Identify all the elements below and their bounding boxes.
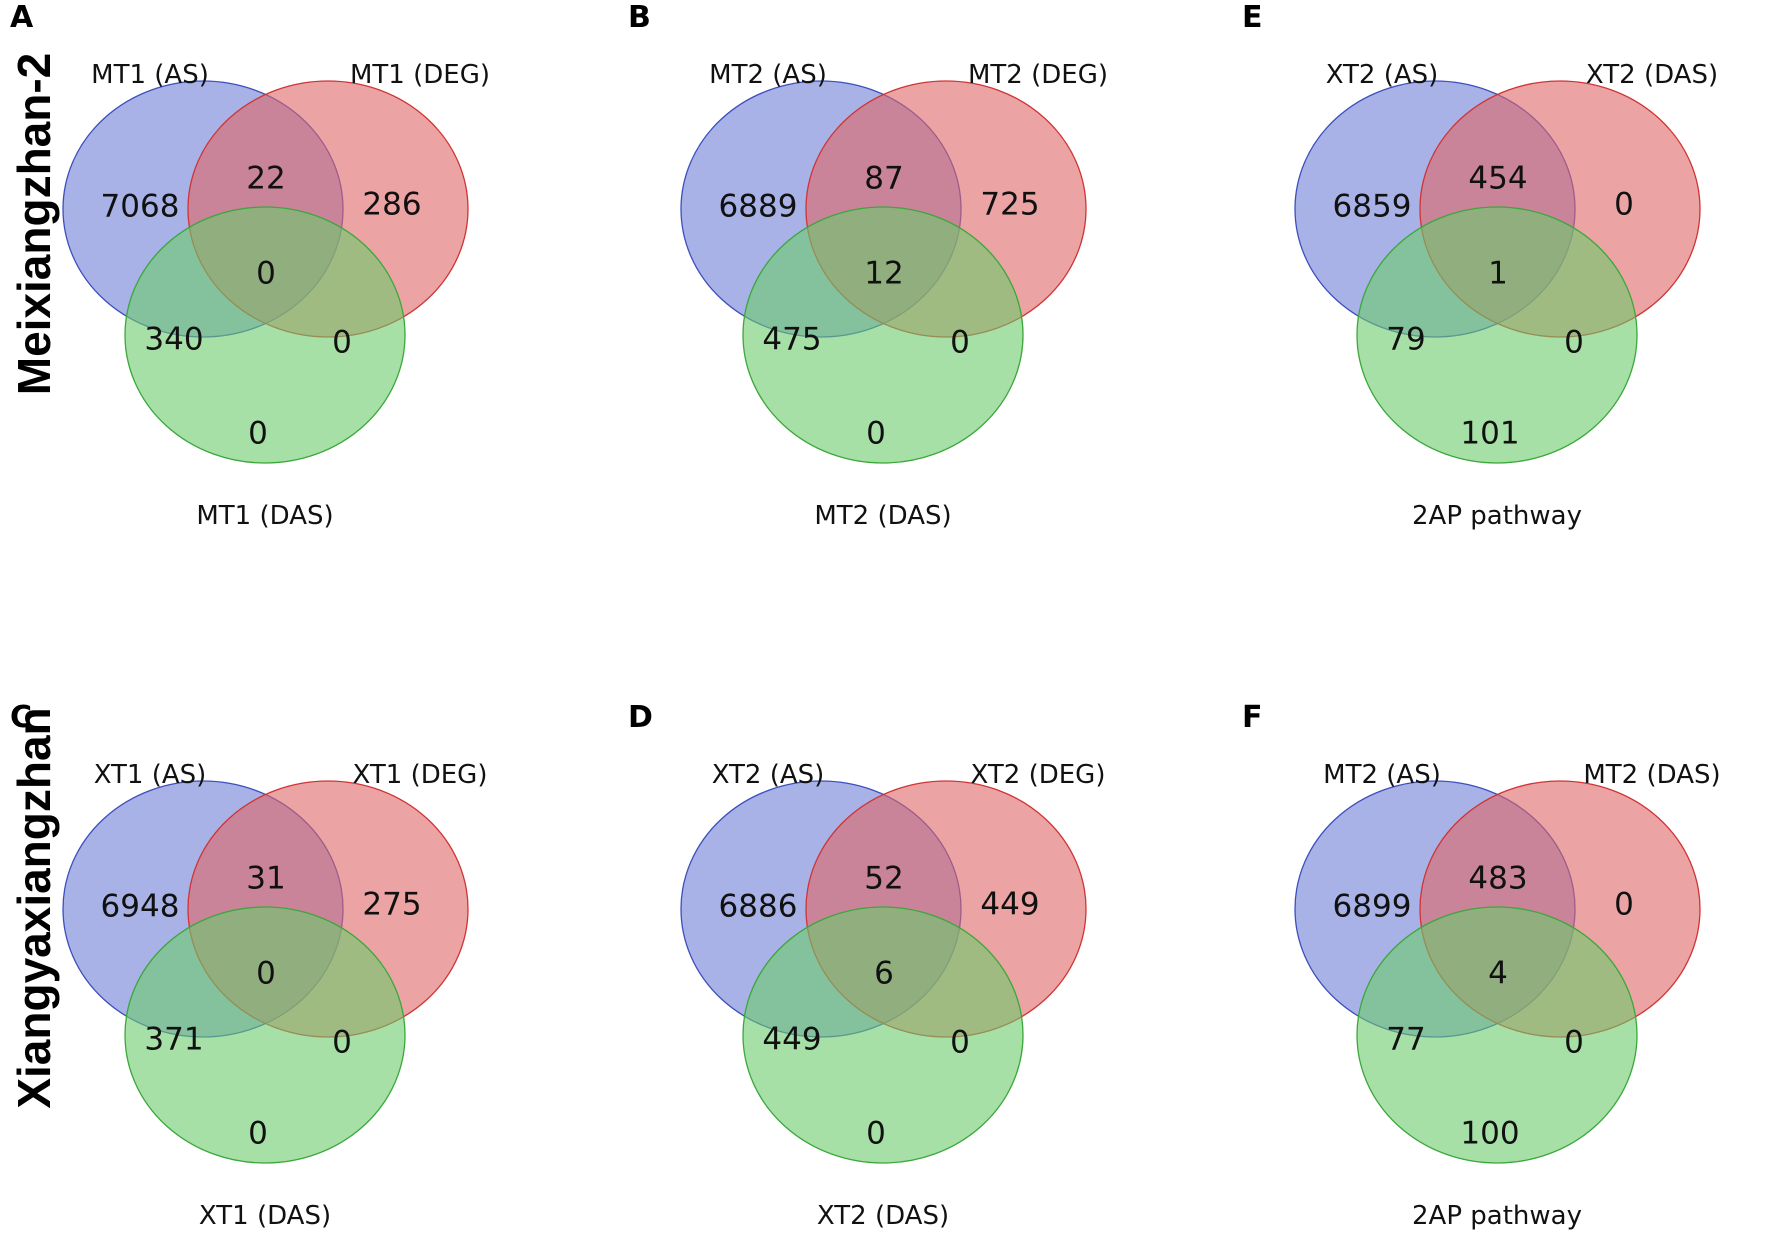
count-a-only: 6899 <box>1333 889 1412 925</box>
count-bc: 0 <box>332 325 352 361</box>
set-label-b: XT1 (DEG) <box>353 760 488 790</box>
panel-letter: F <box>1242 700 1263 735</box>
set-c-circle <box>1356 906 1638 1164</box>
set-label-c: 2AP pathway <box>1412 1201 1582 1231</box>
panel-letter: C <box>10 700 32 735</box>
count-ab: 31 <box>246 861 285 897</box>
count-b-only: 449 <box>980 887 1039 923</box>
count-c-only: 0 <box>866 416 886 452</box>
count-ac: 449 <box>762 1022 821 1058</box>
count-abc: 0 <box>256 256 276 292</box>
count-bc: 0 <box>950 325 970 361</box>
set-label-b: XT2 (DEG) <box>971 760 1106 790</box>
panel-a: A MT1 (AS) MT1 (DEG) MT1 (DAS) 7068 22 286 0 340… <box>10 0 490 531</box>
count-a-only: 6889 <box>719 189 798 225</box>
count-abc: 4 <box>1488 956 1508 992</box>
count-a-only: 6886 <box>719 889 798 925</box>
set-c-circle <box>742 206 1024 464</box>
set-label-c: XT1 (DAS) <box>199 1201 331 1231</box>
count-ac: 340 <box>144 322 203 358</box>
count-abc: 0 <box>256 956 276 992</box>
panel-d: D XT2 (AS) XT2 (DEG) XT2 (DAS) 6886 52 449 6 449… <box>628 700 1105 1231</box>
count-c-only: 100 <box>1460 1116 1519 1152</box>
count-a-only: 7068 <box>101 189 180 225</box>
panel-letter: B <box>628 0 651 35</box>
count-bc: 0 <box>950 1025 970 1061</box>
count-ac: 79 <box>1386 322 1425 358</box>
panel-c: C XT1 (AS) XT1 (DEG) XT1 (DAS) 6948 31 275 0 371… <box>10 700 487 1231</box>
count-ab: 22 <box>246 161 285 197</box>
set-label-a: MT2 (AS) <box>709 60 827 90</box>
count-b-only: 275 <box>362 887 421 923</box>
set-label-b: MT2 (DEG) <box>968 60 1108 90</box>
count-bc: 0 <box>1564 1025 1584 1061</box>
count-c-only: 101 <box>1460 416 1519 452</box>
count-b-only: 0 <box>1614 887 1634 923</box>
set-label-a: XT2 (AS) <box>1326 60 1439 90</box>
count-abc: 12 <box>864 256 903 292</box>
set-c-circle <box>742 906 1024 1164</box>
row-label-bottom: Xiangyaxiangzhan <box>8 707 60 1108</box>
count-ab: 483 <box>1468 861 1527 897</box>
set-label-c: XT2 (DAS) <box>817 1201 949 1231</box>
set-label-c: MT1 (DAS) <box>196 501 333 531</box>
set-label-a: XT2 (AS) <box>712 760 825 790</box>
count-abc: 6 <box>874 956 894 992</box>
row-label-top: Meixiangzhan-2 <box>8 53 60 396</box>
count-bc: 0 <box>332 1025 352 1061</box>
panel-letter: D <box>628 700 653 735</box>
set-label-b: MT2 (DAS) <box>1583 760 1720 790</box>
set-label-c: MT2 (DAS) <box>814 501 951 531</box>
count-ac: 475 <box>762 322 821 358</box>
count-b-only: 286 <box>362 187 421 223</box>
count-ac: 371 <box>144 1022 203 1058</box>
count-c-only: 0 <box>866 1116 886 1152</box>
set-c-circle <box>124 906 406 1164</box>
set-label-c: 2AP pathway <box>1412 501 1582 531</box>
count-b-only: 725 <box>980 187 1039 223</box>
count-ab: 52 <box>864 861 903 897</box>
count-a-only: 6859 <box>1333 189 1412 225</box>
count-abc: 1 <box>1488 256 1508 292</box>
count-a-only: 6948 <box>101 889 180 925</box>
set-label-a: MT2 (AS) <box>1323 760 1441 790</box>
panel-letter: A <box>10 0 34 35</box>
panel-letter: E <box>1242 0 1263 35</box>
panel-e: E XT2 (AS) XT2 (DAS) 2AP pathway 6859 454 0 1 79… <box>1242 0 1718 531</box>
set-label-a: XT1 (AS) <box>94 760 207 790</box>
panel-f: F MT2 (AS) MT2 (DAS) 2AP pathway 6899 483 0 4 77… <box>1242 700 1721 1231</box>
count-ab: 87 <box>864 161 903 197</box>
panel-b: B MT2 (AS) MT2 (DEG) MT2 (DAS) 6889 87 725 12 47… <box>628 0 1108 531</box>
count-bc: 0 <box>1564 325 1584 361</box>
set-label-b: XT2 (DAS) <box>1586 60 1718 90</box>
count-ab: 454 <box>1468 161 1527 197</box>
count-b-only: 0 <box>1614 187 1634 223</box>
count-c-only: 0 <box>248 416 268 452</box>
set-label-b: MT1 (DEG) <box>350 60 490 90</box>
count-c-only: 0 <box>248 1116 268 1152</box>
set-c-circle <box>1356 206 1638 464</box>
set-c-circle <box>124 206 406 464</box>
count-ac: 77 <box>1386 1022 1425 1058</box>
set-label-a: MT1 (AS) <box>91 60 209 90</box>
